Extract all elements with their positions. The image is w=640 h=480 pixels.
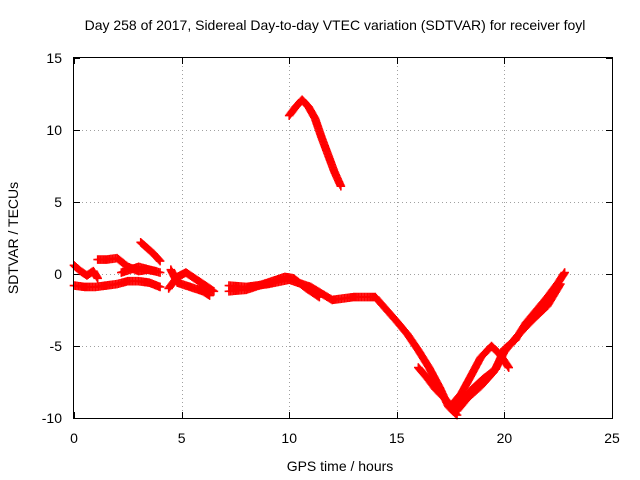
y-tick-label: 15 xyxy=(46,50,62,66)
plot-frame xyxy=(73,57,613,419)
y-tick-label: 0 xyxy=(54,266,62,282)
x-gridlines xyxy=(182,58,505,418)
series-arc8 xyxy=(224,272,324,302)
data-point xyxy=(155,256,165,266)
data-point xyxy=(315,292,324,302)
y-axis-ticks: -10 -5 0 5 10 15 xyxy=(42,50,612,426)
data-point xyxy=(93,274,102,283)
data-point xyxy=(155,282,165,292)
data-point xyxy=(555,281,564,290)
data-point xyxy=(560,268,569,277)
y-tick-label: -5 xyxy=(50,338,63,354)
x-tick-label: 10 xyxy=(281,430,297,446)
data-point xyxy=(556,279,565,289)
data-point xyxy=(205,291,214,300)
series-arc1_lower xyxy=(69,276,165,292)
data-point xyxy=(203,290,213,300)
x-tick-label: 15 xyxy=(389,430,405,446)
data-point xyxy=(209,286,219,296)
data-points xyxy=(69,95,569,420)
series-arc11 xyxy=(452,279,565,416)
y-gridlines xyxy=(74,130,612,347)
data-point xyxy=(559,269,569,279)
data-point xyxy=(504,363,514,372)
x-tick-label: 25 xyxy=(604,430,620,446)
x-tick-label: 20 xyxy=(497,430,513,446)
y-tick-label: 10 xyxy=(46,122,62,138)
x-tick-label: 5 xyxy=(178,430,186,446)
data-point xyxy=(451,409,461,419)
series-arc4 xyxy=(136,238,165,266)
data-point xyxy=(208,286,217,295)
data-point xyxy=(154,255,164,265)
y-axis-label: SDTVAR / TECUs xyxy=(5,182,21,294)
series-arc3 xyxy=(117,262,165,277)
data-point xyxy=(503,362,513,371)
y-tick-label: 5 xyxy=(54,194,62,210)
data-point xyxy=(336,181,346,191)
series-arc7 xyxy=(224,275,462,420)
series-arc6 xyxy=(164,268,219,296)
series-arc9 xyxy=(414,268,569,413)
series-arc12 xyxy=(284,95,346,191)
data-point xyxy=(155,268,165,277)
data-point xyxy=(313,291,323,301)
x-tick-label: 0 xyxy=(70,430,78,446)
x-axis-label: GPS time / hours xyxy=(287,458,394,474)
y-tick-label: -10 xyxy=(42,410,62,426)
chart-title: Day 258 of 2017, Sidereal Day-to-day VTE… xyxy=(85,17,586,33)
series-arc1_upper xyxy=(69,261,102,283)
